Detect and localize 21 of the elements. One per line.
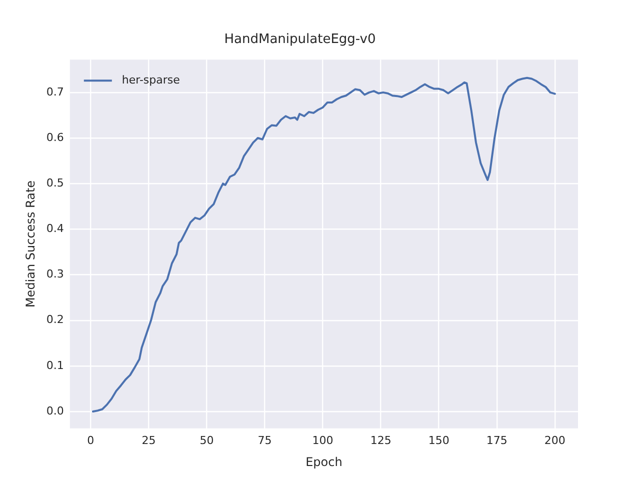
chart-title: HandManipulateEgg-v0: [224, 32, 376, 48]
x-tick-label: 100: [312, 434, 334, 447]
legend-label: her-sparse: [122, 73, 180, 86]
y-tick-label: 0.6: [46, 130, 64, 144]
y-tick-label: 0.2: [46, 313, 64, 326]
x-tick-label: 200: [544, 434, 566, 447]
y-tick-label: 0.0: [46, 404, 64, 418]
y-tick-label: 0.5: [46, 176, 64, 190]
x-tick-label: 150: [428, 434, 450, 447]
x-axis-title: Epoch: [306, 454, 342, 469]
x-tick-label: 50: [200, 434, 214, 447]
y-tick-label: 0.7: [46, 85, 64, 98]
x-tick-label: 0: [87, 434, 94, 447]
y-tick-label: 0.4: [46, 222, 64, 236]
y-tick-label: 0.3: [46, 268, 64, 281]
y-axis-title: Median Success Rate: [23, 180, 38, 308]
y-tick-label: 0.1: [46, 358, 64, 372]
x-tick-label: 25: [142, 434, 156, 447]
x-tick-label: 75: [258, 434, 272, 447]
x-tick-label: 125: [370, 434, 392, 447]
x-tick-label: 175: [486, 434, 508, 447]
